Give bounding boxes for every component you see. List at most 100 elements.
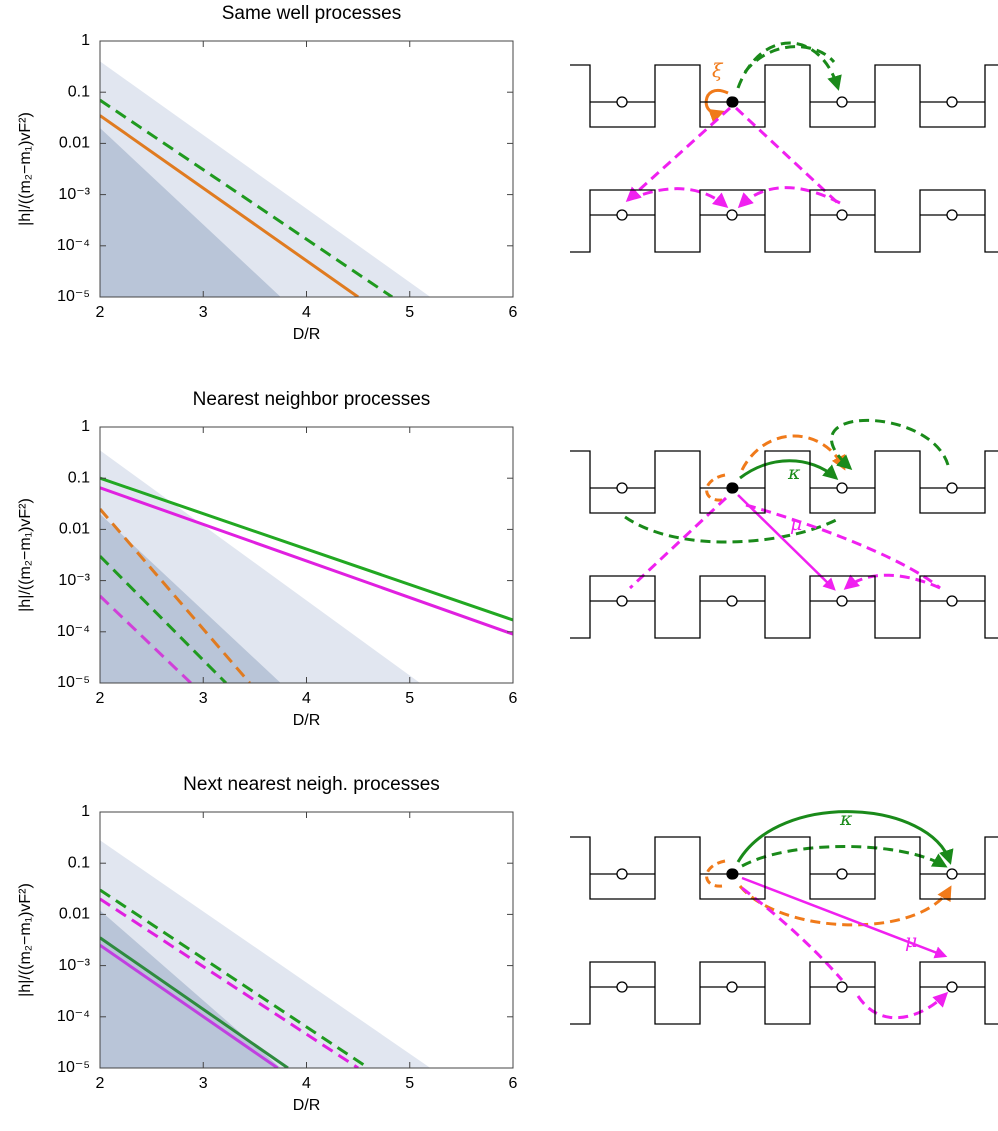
site xyxy=(946,209,958,221)
arrow xyxy=(856,991,949,1020)
line xyxy=(100,114,359,297)
x-tick-label: 3 xyxy=(199,690,208,707)
y-tick-label: 1 xyxy=(81,32,90,49)
y-tick-label: 10⁻³ xyxy=(58,957,90,974)
chart-title: Same well processes xyxy=(222,3,402,24)
site xyxy=(616,209,628,221)
occupied-site xyxy=(727,868,739,880)
site xyxy=(616,595,628,607)
site xyxy=(836,981,848,993)
y-tick-label: 0.01 xyxy=(59,906,90,923)
site xyxy=(616,482,628,494)
y-axis-label: |h|/((m₂−m₁)vF²) xyxy=(17,112,34,226)
x-axis-label: D/R xyxy=(293,1097,321,1114)
diagrams: ξ κ μ κ μ xyxy=(570,41,998,1025)
site xyxy=(726,595,738,607)
line xyxy=(100,594,192,683)
diagram-label: κ xyxy=(839,808,853,830)
x-tick-label: 5 xyxy=(405,1075,414,1092)
line xyxy=(100,888,370,1068)
potential-profile xyxy=(570,575,998,639)
x-tick-label: 2 xyxy=(96,1075,105,1092)
x-tick-label: 6 xyxy=(509,690,518,707)
diagram-label: κ xyxy=(787,462,801,484)
diagram-label: μ xyxy=(790,513,802,535)
site xyxy=(726,981,738,993)
chart-title: Nearest neighbor processes xyxy=(193,389,431,410)
y-tick-label: 10⁻⁵ xyxy=(57,288,90,305)
arrow xyxy=(741,876,948,959)
site xyxy=(836,595,848,607)
x-tick-label: 2 xyxy=(96,690,105,707)
x-tick-label: 2 xyxy=(96,304,105,321)
arrow xyxy=(627,187,729,208)
y-axis-label: |h|/((m₂−m₁)vF²) xyxy=(17,883,34,997)
shaded-region xyxy=(100,127,281,297)
plot xyxy=(100,450,513,683)
arrow xyxy=(705,859,726,888)
x-tick-label: 4 xyxy=(302,1075,311,1092)
potential-profile xyxy=(570,450,998,514)
plot xyxy=(100,840,431,1068)
arrow xyxy=(705,473,726,502)
line xyxy=(100,943,279,1068)
y-tick-label: 10⁻⁴ xyxy=(57,1008,90,1025)
site xyxy=(836,209,848,221)
arrow xyxy=(734,106,842,207)
y-tick-label: 10⁻⁴ xyxy=(57,237,90,254)
site xyxy=(946,96,958,108)
site xyxy=(616,868,628,880)
arrow xyxy=(741,886,844,981)
diagram-label: ξ xyxy=(712,60,724,82)
site xyxy=(946,981,958,993)
x-tick-label: 3 xyxy=(199,304,208,321)
arrow xyxy=(843,573,941,590)
arrow xyxy=(737,186,841,209)
x-tick-label: 5 xyxy=(405,690,414,707)
potential-profile xyxy=(570,64,998,128)
arrow xyxy=(830,418,950,471)
x-axis-label: D/R xyxy=(293,326,321,343)
site xyxy=(836,868,848,880)
site xyxy=(616,96,628,108)
arrow xyxy=(736,810,954,865)
line xyxy=(100,936,289,1068)
site xyxy=(946,868,958,880)
y-tick-label: 0.01 xyxy=(59,521,90,538)
x-tick-label: 6 xyxy=(509,1075,518,1092)
y-tick-label: 10⁻⁴ xyxy=(57,623,90,640)
arrow xyxy=(738,885,952,927)
site xyxy=(946,595,958,607)
potential-profile xyxy=(570,189,998,253)
arrow xyxy=(745,503,941,590)
line xyxy=(100,486,513,636)
arrow xyxy=(743,45,836,73)
site xyxy=(836,482,848,494)
y-tick-label: 1 xyxy=(81,803,90,820)
y-tick-label: 0.01 xyxy=(59,135,90,152)
arrow xyxy=(741,845,948,868)
x-tick-label: 3 xyxy=(199,1075,208,1092)
arrow xyxy=(625,106,732,203)
line xyxy=(100,897,359,1068)
y-tick-label: 10⁻³ xyxy=(58,572,90,589)
y-tick-label: 10⁻³ xyxy=(58,186,90,203)
line xyxy=(100,555,228,683)
site xyxy=(946,482,958,494)
arrow xyxy=(628,496,728,590)
plot xyxy=(100,61,431,297)
occupied-site xyxy=(727,96,739,108)
y-tick-label: 1 xyxy=(81,418,90,435)
arrow xyxy=(737,494,836,591)
x-tick-label: 4 xyxy=(302,304,311,321)
site xyxy=(726,209,738,221)
line xyxy=(100,476,513,622)
y-axis-label: |h|/((m₂−m₁)vF²) xyxy=(17,498,34,612)
potential-profile xyxy=(570,836,998,900)
arrow xyxy=(624,515,841,544)
y-tick-label: 0.1 xyxy=(68,469,90,486)
x-tick-label: 5 xyxy=(405,304,414,321)
x-axis-label: D/R xyxy=(293,712,321,729)
shaded-region xyxy=(100,910,281,1068)
